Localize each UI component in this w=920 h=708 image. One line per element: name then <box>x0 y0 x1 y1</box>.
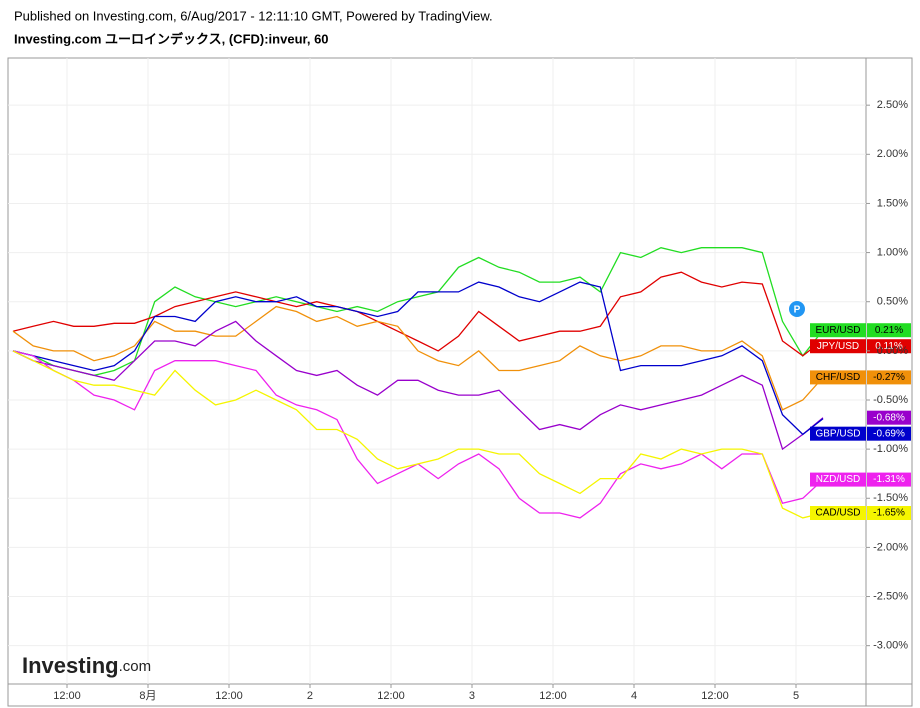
value-label: -1.31% <box>873 474 905 485</box>
series-line <box>12 350 824 519</box>
frame <box>7 57 913 707</box>
series-line <box>12 350 824 519</box>
y-tick-label: -2.00% <box>873 541 908 553</box>
grid <box>8 58 866 684</box>
y-tick-label: 2.00% <box>877 148 908 160</box>
legend-box <box>810 506 866 521</box>
legend-box <box>810 339 866 354</box>
marker-icon-letter: P <box>794 305 801 316</box>
legend-box <box>810 426 866 441</box>
legend-label: CHF/USD <box>816 372 860 383</box>
value-label: -0.69% <box>873 428 905 439</box>
legend-label: GBP/USD <box>815 428 860 439</box>
legend-label: CAD/USD <box>815 508 860 519</box>
value-label: -1.65% <box>873 508 905 519</box>
series-line <box>12 281 824 436</box>
x-tick-label: 12:00 <box>53 690 81 702</box>
marker-icon <box>789 301 805 317</box>
chart-subtitle: Published on Investing.com, 6/Aug/2017 -… <box>14 8 493 23</box>
value-box <box>867 410 911 425</box>
x-tick-label: 5 <box>793 690 799 702</box>
y-tick-label: 0.50% <box>877 296 908 308</box>
value-label: -0.68% <box>873 412 905 423</box>
value-label: 0.21% <box>875 325 903 336</box>
lines <box>12 247 824 519</box>
value-box <box>867 472 911 487</box>
value-label: -0.27% <box>873 372 905 383</box>
series-line <box>12 320 824 451</box>
x-tick-label: 12:00 <box>539 690 567 702</box>
legend-box <box>810 323 866 338</box>
y-tick-label: 0.00% <box>877 345 908 357</box>
y-tick-label: 1.00% <box>877 246 908 258</box>
series-line <box>12 271 824 357</box>
value-box <box>867 370 911 385</box>
value-box <box>867 426 911 441</box>
x-tick-label: 12:00 <box>377 690 405 702</box>
x-tick-label: 2 <box>307 690 313 702</box>
x-tick-label: 3 <box>469 690 475 702</box>
y-tick-label: -0.50% <box>873 394 908 406</box>
y-tick-label: -1.00% <box>873 443 908 455</box>
y-tick-label: -2.50% <box>873 590 908 602</box>
end-labels: EUR/USD 0.21% JPY/USD 0.11% CHF/USD -0.27% -0.… <box>810 323 911 521</box>
legend-box <box>810 472 866 487</box>
value-box <box>867 339 911 354</box>
y-tick-label: 2.50% <box>877 99 908 111</box>
x-tick-label: 12:00 <box>215 690 243 702</box>
value-label: 0.11% <box>875 341 903 352</box>
series-line <box>12 305 824 411</box>
value-box <box>867 323 911 338</box>
watermark-main: Investing <box>22 653 119 678</box>
watermark: Investing.com <box>22 653 151 678</box>
legend-label: EUR/USD <box>815 325 860 336</box>
chart-title: Investing.com ユーロインデックス, (CFD):inveur, 6… <box>14 31 329 46</box>
y-tick-label: -1.50% <box>873 492 908 504</box>
x-tick-label: 4 <box>631 690 637 702</box>
legend-label: JPY/USD <box>817 341 859 352</box>
legend-box <box>810 370 866 385</box>
y-tick-label: -3.00% <box>873 640 908 652</box>
y-tick-label: 1.50% <box>877 197 908 209</box>
legend-label: NZD/USD <box>816 474 860 485</box>
series-line <box>12 247 824 377</box>
x-tick-label: 8月 <box>139 690 156 702</box>
x-tick-label: 12:00 <box>701 690 729 702</box>
value-box <box>867 506 911 521</box>
watermark-suffix: .com <box>119 658 152 675</box>
